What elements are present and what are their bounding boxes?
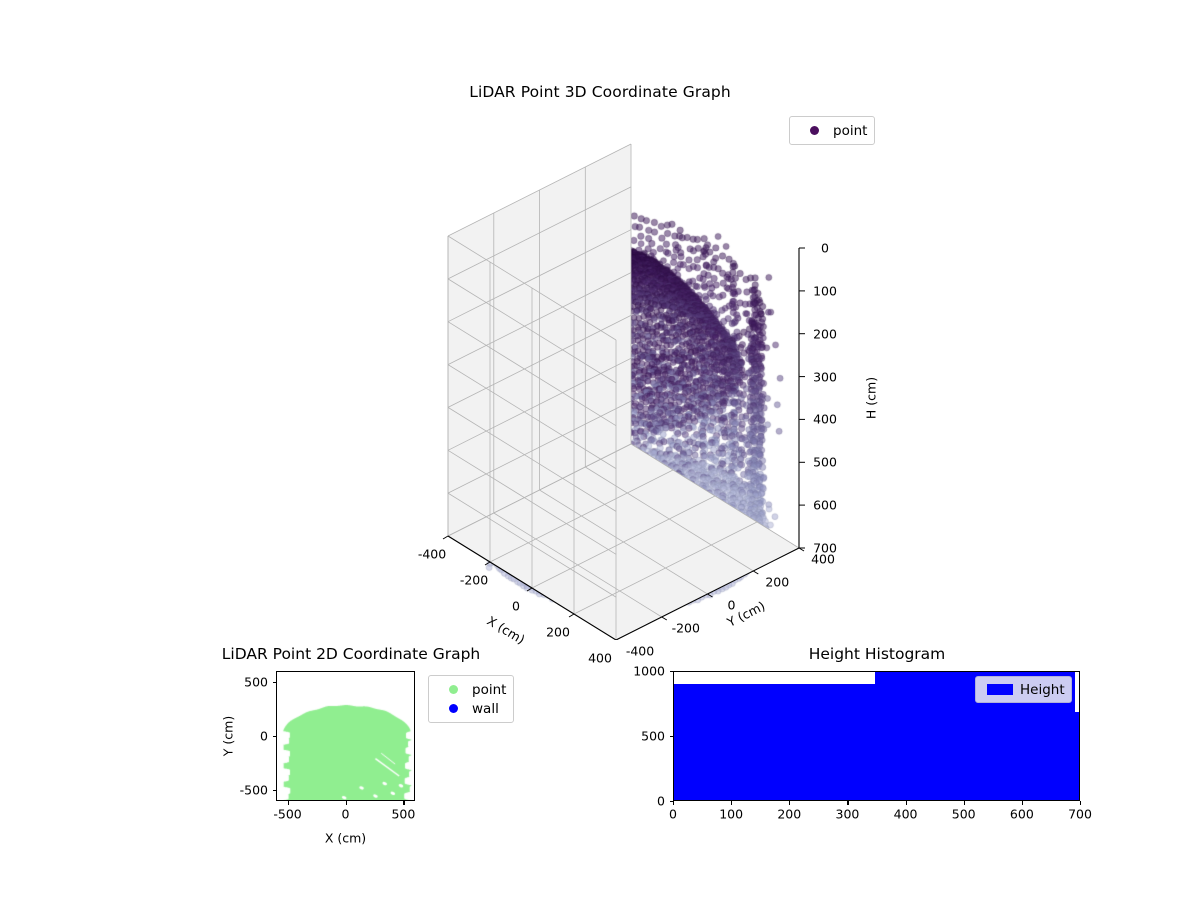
plot3d-xtick: 0 [512,598,520,614]
plot2d-title: LiDAR Point 2D Coordinate Graph [221,645,481,663]
tick-mark [731,801,733,805]
plot3d-ztick: 700 [813,540,837,556]
histogram-ytick: 500 [641,728,665,744]
histogram-xtick: 700 [1068,806,1092,822]
plot3d-title: LiDAR Point 3D Coordinate Graph [469,83,731,101]
legend-item-point: point [797,121,867,140]
tick-mark [789,801,791,805]
plot3d-ytick: 200 [765,574,790,590]
legend-label-point: point [833,122,868,139]
legend-item-height: Height [982,680,1065,699]
plot3d-zlabel: H (cm) [863,376,879,420]
histogram-xtick: 0 [669,806,677,822]
tick-mark [669,671,673,673]
histogram-ytick: 0 [657,793,665,809]
histogram-xtick: 300 [835,806,860,822]
plot3d-axes [330,140,910,640]
histogram-ytick: 1000 [633,663,665,679]
legend-label-height: Height [1020,681,1065,698]
histogram-bar [674,684,875,800]
tick-mark [669,736,673,738]
plot2d-xlabel: X (cm) [324,830,367,846]
point-marker-icon [436,685,470,694]
tick-mark [1021,801,1023,805]
plot3d-spines [442,247,805,640]
histogram-xtick: 400 [893,806,918,822]
histogram-xtick: 100 [719,806,744,822]
plot3d-ytick: 0 [727,597,736,613]
plot3d-ztick: 200 [813,326,837,342]
plot3d-ztick: 300 [813,369,837,385]
plot3d-ytick: 400 [811,551,835,567]
legend-label-wall: wall [472,700,499,717]
histogram-xtick: 200 [777,806,802,822]
plot2d-xtick: -500 [273,806,302,822]
plot2d-xtick: 500 [391,806,416,822]
plot3d-legend: point [789,116,876,145]
plot2d-ytick: 0 [260,728,268,744]
tick-mark [345,801,347,805]
plot2d-point-cloud [277,672,414,800]
plot3d-ytick: -200 [671,620,700,636]
tick-mark [403,801,405,805]
point-marker-icon [797,126,831,135]
plot2d-ylabel: Y (cm) [220,715,236,757]
plot3d-ztick: 600 [813,497,837,513]
tick-mark [905,801,907,805]
plot3d-xtick: -200 [459,572,489,588]
height-patch-icon [982,684,1018,695]
tick-mark [272,790,276,792]
plot3d-ztick: 0 [821,240,829,256]
plot3d-xtick: 200 [546,624,570,640]
plot2d-xtick: 0 [341,806,350,822]
legend-item-point: point [436,680,506,699]
tick-mark [673,801,675,805]
wall-marker-icon [436,704,470,713]
plot3d-ztick: 400 [813,411,837,427]
plot2d-axes [276,671,415,801]
tick-mark [1080,801,1082,805]
legend-label-point: point [472,681,507,698]
histogram-bar [1075,711,1079,800]
histogram-title: Height Histogram [808,645,946,663]
tick-mark [272,736,276,738]
legend-item-wall: wall [436,699,506,718]
plot2d-ytick: 500 [244,674,268,690]
plot3d-ztick: 500 [813,454,837,470]
plot3d-ztick: 100 [813,283,837,299]
plot2d-legend: point wall [428,675,515,723]
plot3d-xtick: 400 [588,650,612,666]
histogram-xtick: 600 [1009,806,1034,822]
tick-mark [272,681,276,683]
plot2d-ytick: -500 [239,782,268,798]
tick-mark [847,801,849,805]
histogram-legend: Height [975,676,1072,703]
histogram-xtick: 500 [951,806,976,822]
plot3d-ytick: -400 [625,643,655,659]
plot3d-frame [447,143,800,640]
plot3d-xtick: -400 [417,546,447,562]
tick-mark [669,801,673,803]
tick-mark [287,801,289,805]
tick-mark [963,801,965,805]
